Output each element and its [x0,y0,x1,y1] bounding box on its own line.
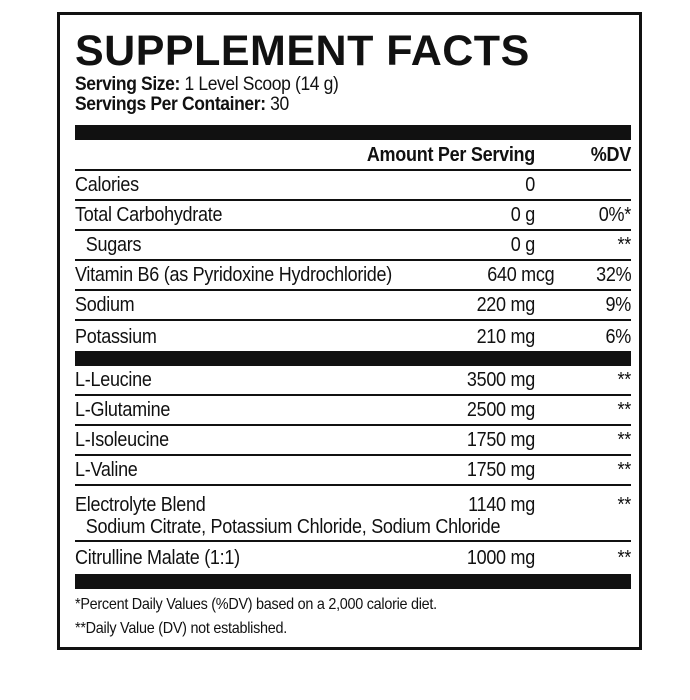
nutrient-name: Total Carbohydrate [75,204,223,226]
nutrient-amount: 0 [525,174,535,196]
nutrient-row: Sodium 220 mg 9% [75,291,631,321]
nutrient-name: Sodium [75,294,135,316]
supplement-facts-panel: SUPPLEMENT FACTS Serving Size: 1 Level S… [57,12,642,650]
nutrient-amount: 1750 mg [466,429,535,451]
nutrient-row: Calories 0 [75,171,631,201]
nutrient-name: Sugars [85,234,142,256]
serving-size: Serving Size: 1 Level Scoop (14 g) [75,74,339,95]
nutrient-dv: ** [617,429,632,451]
nutrient-amount: 640 mcg [487,264,555,286]
nutrient-dv: ** [617,369,632,391]
panel-title: SUPPLEMENT FACTS [75,27,530,75]
nutrient-dv: ** [617,234,632,256]
nutrient-amount: 2500 mg [466,399,535,421]
thick-divider [75,351,631,366]
servings-per-container: Servings Per Container: 30 [75,94,289,115]
nutrient-row: L-Valine 1750 mg ** [75,456,631,486]
nutrient-name: Vitamin B6 (as Pyridoxine Hydrochloride) [75,264,393,286]
nutrient-amount: 220 mg [476,294,536,316]
nutrient-name: L-Isoleucine [75,429,169,451]
nutrient-amount: 3500 mg [466,369,535,391]
nutrient-name: L-Glutamine [75,399,171,421]
nutrient-dv: 6% [605,326,632,348]
column-header: Amount Per Serving %DV [75,140,631,171]
electrolyte-ingredients: Sodium Citrate, Potassium Chloride, Sodi… [85,516,501,538]
nutrient-amount: 1750 mg [466,459,535,481]
electrolyte-blend-row: Electrolyte Blend 1140 mg ** Sodium Citr… [75,486,631,542]
nutrient-row: Sugars 0 g ** [75,231,631,261]
citrulline-row: Citrulline Malate (1:1) 1000 mg ** [75,547,631,569]
footnote-dv: *Percent Daily Values (%DV) based on a 2… [75,596,437,613]
nutrient-dv: 0%* [598,204,631,226]
nutrient-name: L-Valine [75,459,138,481]
nutrient-row: Total Carbohydrate 0 g 0%* [75,201,631,231]
nutrient-row: Vitamin B6 (as Pyridoxine Hydrochloride)… [75,261,631,291]
nutrient-dv: ** [617,399,632,421]
nutrient-name: Calories [75,174,139,196]
nutrient-row: L-Isoleucine 1750 mg ** [75,426,631,456]
nutrient-name: Potassium [75,326,157,348]
nutrient-dv: 32% [595,264,631,286]
nutrient-name: L-Leucine [75,369,152,391]
thick-divider [75,125,631,140]
footnote-not-established: **Daily Value (DV) not established. [75,620,288,637]
thick-divider [75,574,631,589]
nutrient-amount: 210 mg [476,326,536,348]
nutrient-row: L-Leucine 3500 mg ** [75,366,631,396]
nutrient-amount: 0 g [510,234,535,256]
nutrient-dv: ** [617,459,632,481]
nutrient-dv: 9% [605,294,632,316]
nutrient-row: Potassium 210 mg 6% [75,321,631,351]
nutrient-amount: 0 g [510,204,535,226]
nutrient-list: Calories 0 Total Carbohydrate 0 g 0%* Sugars 0… [75,171,631,351]
amino-acid-list: L-Leucine 3500 mg ** L-Glutamine 2500 mg ** L-… [75,366,631,486]
nutrient-row: L-Glutamine 2500 mg ** [75,396,631,426]
